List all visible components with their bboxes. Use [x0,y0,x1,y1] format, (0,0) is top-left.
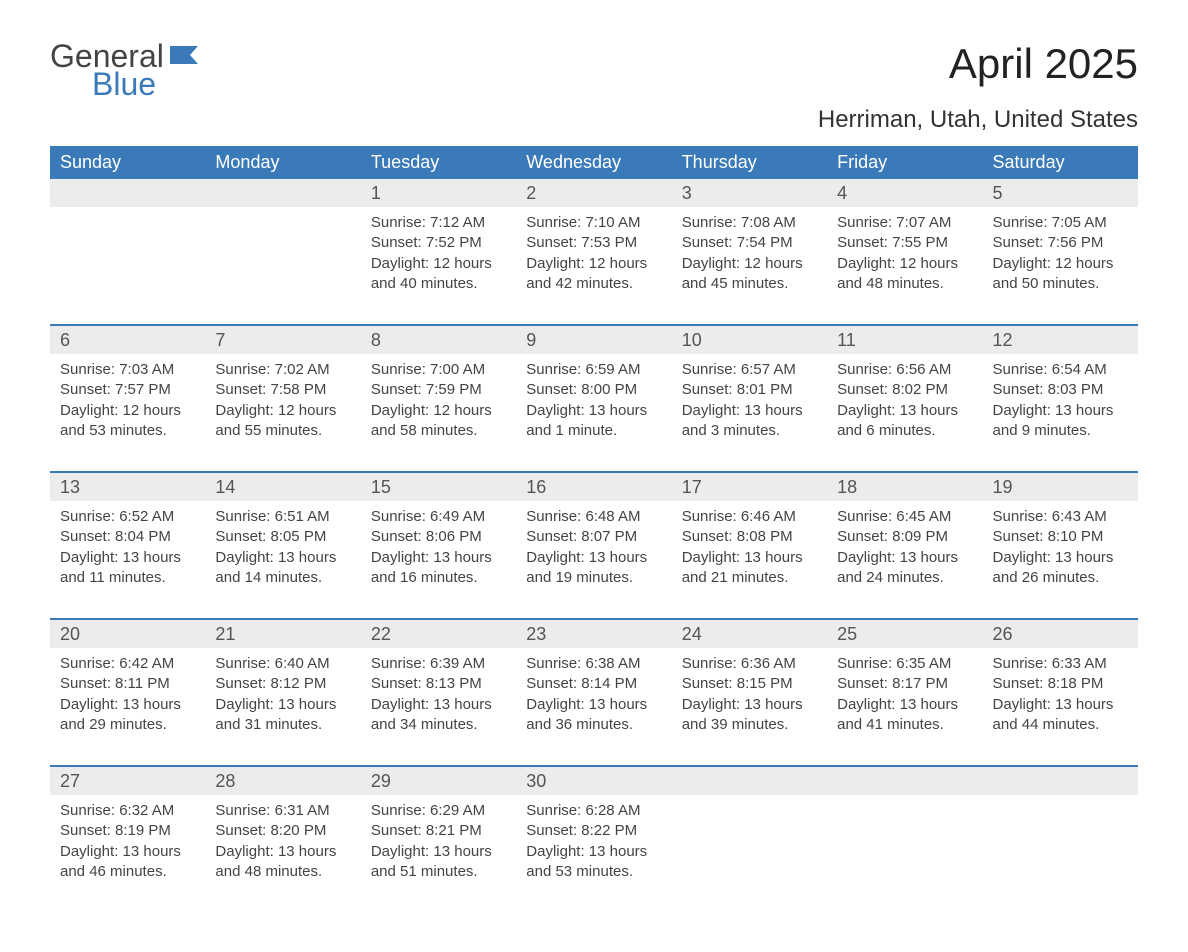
empty-cell [672,767,827,795]
day-number: 24 [672,620,827,648]
day-number: 22 [361,620,516,648]
day-number: 25 [827,620,982,648]
day-details: Sunrise: 6:48 AMSunset: 8:07 PMDaylight:… [516,501,671,619]
day-details: Sunrise: 6:56 AMSunset: 8:02 PMDaylight:… [827,354,982,472]
day-details: Sunrise: 6:42 AMSunset: 8:11 PMDaylight:… [50,648,205,766]
day-number: 21 [205,620,360,648]
day-details: Sunrise: 6:40 AMSunset: 8:12 PMDaylight:… [205,648,360,766]
day-header: Sunday [50,146,205,179]
day-details: Sunrise: 6:35 AMSunset: 8:17 PMDaylight:… [827,648,982,766]
day-details: Sunrise: 6:33 AMSunset: 8:18 PMDaylight:… [983,648,1138,766]
day-details: Sunrise: 6:43 AMSunset: 8:10 PMDaylight:… [983,501,1138,619]
day-number: 6 [50,326,205,354]
day-details: Sunrise: 6:29 AMSunset: 8:21 PMDaylight:… [361,795,516,912]
day-details: Sunrise: 7:10 AMSunset: 7:53 PMDaylight:… [516,207,671,325]
day-number: 2 [516,179,671,207]
day-header: Thursday [672,146,827,179]
day-number: 26 [983,620,1138,648]
empty-cell [205,207,360,325]
day-details: Sunrise: 7:03 AMSunset: 7:57 PMDaylight:… [50,354,205,472]
day-header: Wednesday [516,146,671,179]
day-number-row: 12345 [50,179,1138,207]
day-details: Sunrise: 6:28 AMSunset: 8:22 PMDaylight:… [516,795,671,912]
empty-cell [672,795,827,912]
month-title: April 2025 [949,40,1138,88]
day-details: Sunrise: 7:12 AMSunset: 7:52 PMDaylight:… [361,207,516,325]
empty-cell [827,767,982,795]
day-number: 16 [516,473,671,501]
day-number-row: 27282930 [50,767,1138,795]
day-header: Saturday [983,146,1138,179]
empty-cell [205,179,360,207]
day-detail-row: Sunrise: 6:52 AMSunset: 8:04 PMDaylight:… [50,501,1138,619]
logo-blue: Blue [92,68,198,100]
day-details: Sunrise: 6:45 AMSunset: 8:09 PMDaylight:… [827,501,982,619]
day-details: Sunrise: 6:59 AMSunset: 8:00 PMDaylight:… [516,354,671,472]
day-details: Sunrise: 6:46 AMSunset: 8:08 PMDaylight:… [672,501,827,619]
day-number: 13 [50,473,205,501]
day-number: 18 [827,473,982,501]
empty-cell [827,795,982,912]
day-number: 19 [983,473,1138,501]
day-details: Sunrise: 7:05 AMSunset: 7:56 PMDaylight:… [983,207,1138,325]
day-detail-row: Sunrise: 7:03 AMSunset: 7:57 PMDaylight:… [50,354,1138,472]
day-details: Sunrise: 7:08 AMSunset: 7:54 PMDaylight:… [672,207,827,325]
day-number: 10 [672,326,827,354]
day-number: 27 [50,767,205,795]
logo-flag-icon [170,46,198,69]
day-details: Sunrise: 7:02 AMSunset: 7:58 PMDaylight:… [205,354,360,472]
empty-cell [50,207,205,325]
day-details: Sunrise: 6:31 AMSunset: 8:20 PMDaylight:… [205,795,360,912]
day-details: Sunrise: 6:32 AMSunset: 8:19 PMDaylight:… [50,795,205,912]
day-detail-row: Sunrise: 6:32 AMSunset: 8:19 PMDaylight:… [50,795,1138,912]
day-number: 12 [983,326,1138,354]
empty-cell [50,179,205,207]
day-details: Sunrise: 6:39 AMSunset: 8:13 PMDaylight:… [361,648,516,766]
day-number-row: 6789101112 [50,326,1138,354]
day-number: 20 [50,620,205,648]
day-details: Sunrise: 7:00 AMSunset: 7:59 PMDaylight:… [361,354,516,472]
day-header: Tuesday [361,146,516,179]
day-details: Sunrise: 6:51 AMSunset: 8:05 PMDaylight:… [205,501,360,619]
day-details: Sunrise: 6:49 AMSunset: 8:06 PMDaylight:… [361,501,516,619]
day-number: 23 [516,620,671,648]
day-number: 8 [361,326,516,354]
day-number: 17 [672,473,827,501]
day-number: 15 [361,473,516,501]
location: Herriman, Utah, United States [50,106,1138,134]
day-number-row: 13141516171819 [50,473,1138,501]
day-details: Sunrise: 6:38 AMSunset: 8:14 PMDaylight:… [516,648,671,766]
day-number: 30 [516,767,671,795]
day-number: 14 [205,473,360,501]
day-number: 28 [205,767,360,795]
day-number: 1 [361,179,516,207]
day-detail-row: Sunrise: 6:42 AMSunset: 8:11 PMDaylight:… [50,648,1138,766]
day-number: 7 [205,326,360,354]
day-number: 11 [827,326,982,354]
day-header-row: SundayMondayTuesdayWednesdayThursdayFrid… [50,146,1138,179]
day-number: 5 [983,179,1138,207]
day-details: Sunrise: 6:36 AMSunset: 8:15 PMDaylight:… [672,648,827,766]
day-number-row: 20212223242526 [50,620,1138,648]
day-details: Sunrise: 6:54 AMSunset: 8:03 PMDaylight:… [983,354,1138,472]
empty-cell [983,795,1138,912]
day-number: 9 [516,326,671,354]
day-header: Friday [827,146,982,179]
logo: General Blue [50,40,198,100]
day-details: Sunrise: 6:52 AMSunset: 8:04 PMDaylight:… [50,501,205,619]
day-number: 3 [672,179,827,207]
day-header: Monday [205,146,360,179]
day-details: Sunrise: 6:57 AMSunset: 8:01 PMDaylight:… [672,354,827,472]
calendar-table: SundayMondayTuesdayWednesdayThursdayFrid… [50,146,1138,912]
day-number: 29 [361,767,516,795]
day-detail-row: Sunrise: 7:12 AMSunset: 7:52 PMDaylight:… [50,207,1138,325]
day-number: 4 [827,179,982,207]
empty-cell [983,767,1138,795]
header: General Blue April 2025 [50,40,1138,100]
title-block: April 2025 [949,40,1138,88]
day-details: Sunrise: 7:07 AMSunset: 7:55 PMDaylight:… [827,207,982,325]
